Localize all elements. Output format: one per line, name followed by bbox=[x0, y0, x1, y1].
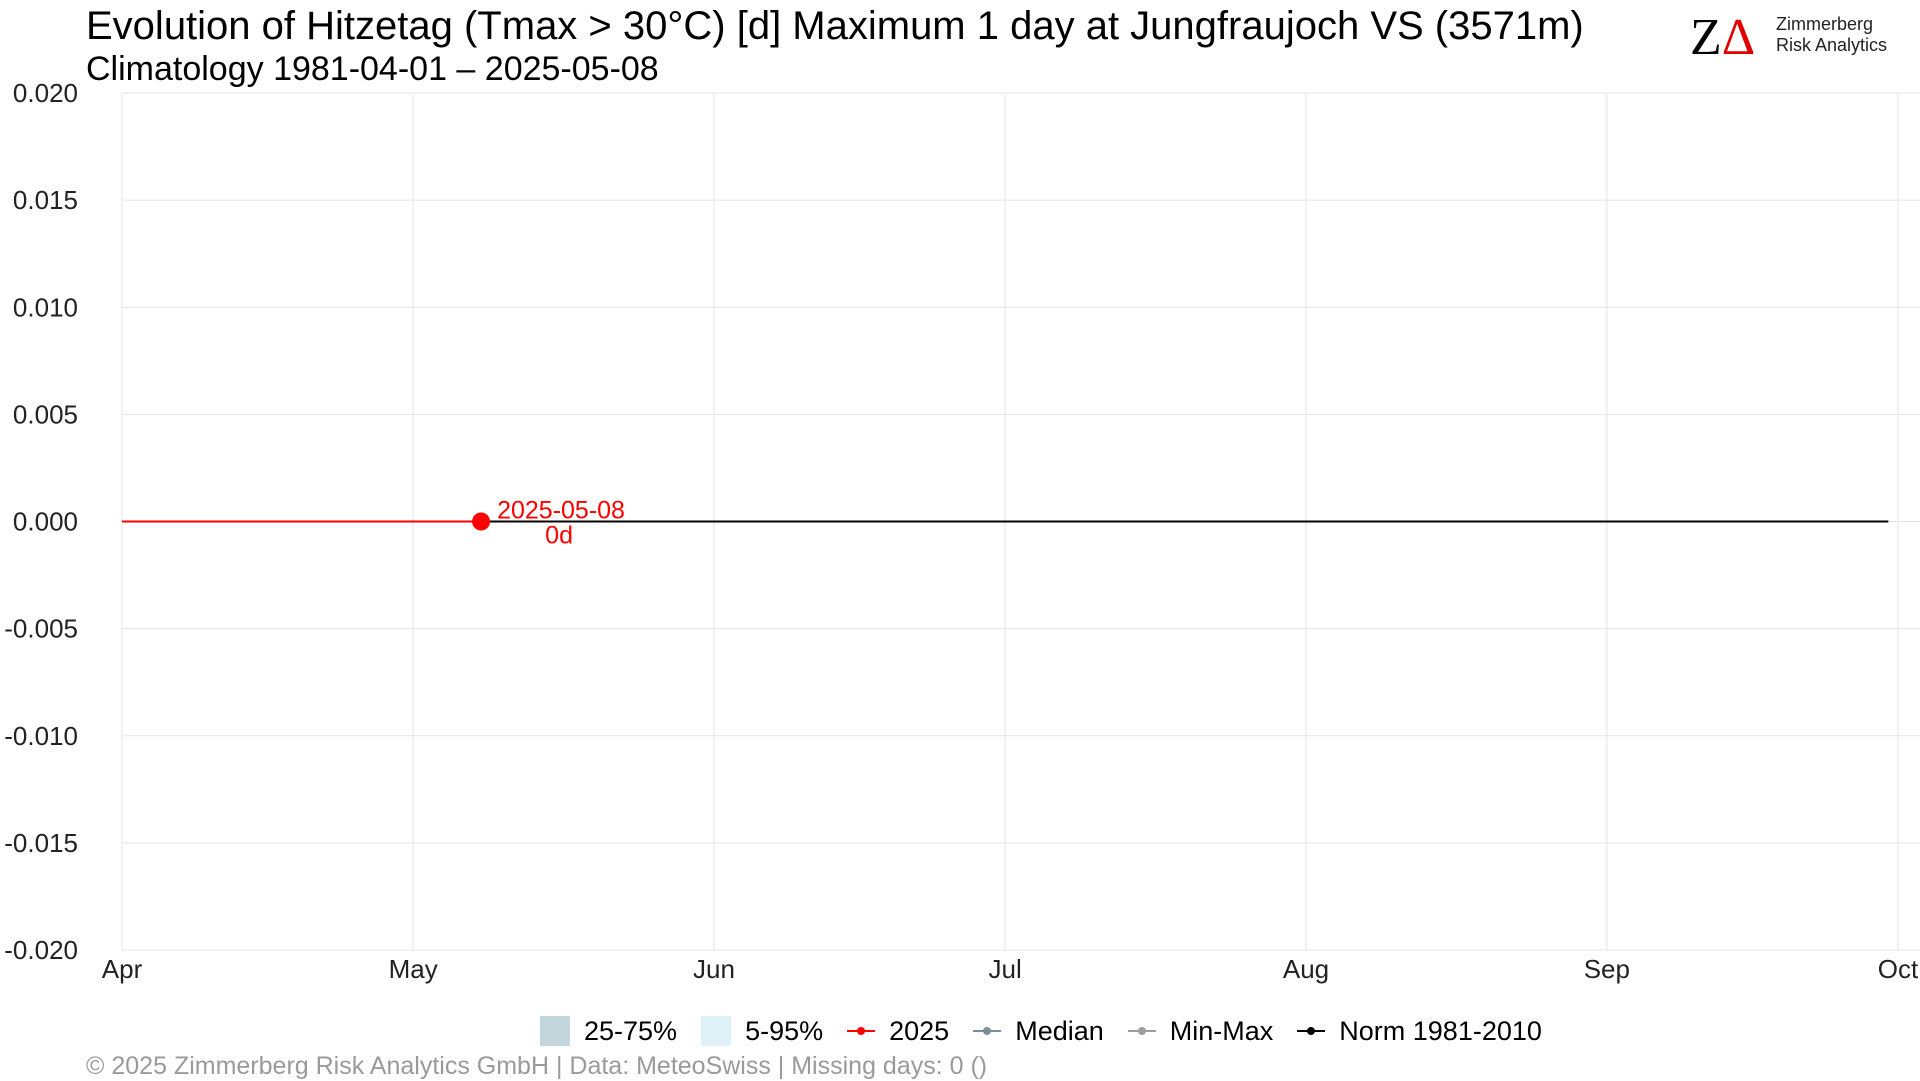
x-axis-ticks: Apr May Jun Jul Aug Sep Oct bbox=[102, 954, 1919, 984]
legend-line-key bbox=[1297, 1016, 1326, 1046]
y-tick-label: -0.005 bbox=[4, 614, 78, 644]
legend-label: Median bbox=[1015, 1015, 1104, 1046]
y-tick-label: 0.015 bbox=[13, 185, 78, 215]
legend-line-key bbox=[973, 1016, 1002, 1046]
y-tick-label: 0.010 bbox=[13, 292, 78, 322]
chart-legend: 25-75% 5-95% 2025 Median Min-Max Norm 1981-20… bbox=[540, 1014, 1566, 1048]
legend-swatch bbox=[540, 1016, 570, 1046]
logo-text-line1: Zimmerberg bbox=[1776, 14, 1874, 34]
legend-item: 25-75% bbox=[540, 1016, 677, 1047]
y-tick-label: -0.015 bbox=[4, 828, 78, 858]
legend-swatch bbox=[701, 1016, 732, 1046]
legend-label: 5-95% bbox=[745, 1015, 824, 1046]
annotation-value-label: 0d bbox=[545, 522, 573, 550]
y-tick-label: -0.010 bbox=[4, 721, 78, 751]
x-tick-label: Jul bbox=[989, 954, 1022, 984]
x-tick-label: Apr bbox=[102, 954, 143, 984]
legend-label: Min-Max bbox=[1169, 1015, 1274, 1046]
logo-text: Zimmerberg Risk Analytics bbox=[1776, 14, 1887, 56]
logo-text-line2: Risk Analytics bbox=[1776, 35, 1888, 55]
x-tick-label: May bbox=[389, 954, 438, 984]
legend-item: Min-Max bbox=[1127, 1015, 1274, 1047]
legend-label: 25-75% bbox=[584, 1015, 678, 1046]
y-tick-label: -0.020 bbox=[4, 935, 78, 965]
legend-item: Norm 1981-2010 bbox=[1297, 1016, 1542, 1047]
company-logo: ZΔ Zimmerberg Risk Analytics bbox=[1690, 10, 1900, 66]
legend-item: 5-95% bbox=[701, 1016, 823, 1047]
legend-label: Norm 1981-2010 bbox=[1339, 1015, 1542, 1046]
current-value-marker bbox=[472, 512, 491, 531]
y-axis-ticks: 0.020 0.015 0.010 0.005 0.000 -0.005 -0.010 -0.… bbox=[4, 78, 78, 965]
y-tick-label: 0.000 bbox=[13, 507, 78, 537]
y-tick-label: 0.020 bbox=[13, 78, 78, 108]
footer-credits: © 2025 Zimmerberg Risk Analytics GmbH | … bbox=[86, 1052, 988, 1080]
legend-line-key bbox=[847, 1016, 876, 1046]
annotation-date-label: 2025-05-08 bbox=[497, 497, 625, 525]
legend-label: 2025 bbox=[889, 1015, 950, 1046]
chart-plot: 0.020 0.015 0.010 0.005 0.000 -0.005 -0.010 -0.… bbox=[4, 78, 1920, 984]
legend-item: 2025 bbox=[847, 1016, 949, 1047]
chart-subtitle: Climatology 1981-04-01 – 2025-05-08 bbox=[86, 50, 659, 88]
y-tick-label: 0.005 bbox=[13, 399, 78, 429]
x-tick-label: Jun bbox=[693, 954, 735, 984]
logo-mark: ZΔ bbox=[1690, 9, 1756, 66]
chart-title: Evolution of Hitzetag (Tmax > 30°C) [d] … bbox=[86, 4, 1584, 48]
legend-item: Median bbox=[973, 1016, 1104, 1047]
x-tick-label: Sep bbox=[1584, 954, 1630, 984]
x-tick-label: Aug bbox=[1283, 954, 1329, 984]
current-point-layer bbox=[472, 512, 491, 531]
x-tick-label: Oct bbox=[1878, 954, 1919, 984]
legend-line-key bbox=[1127, 1016, 1156, 1046]
